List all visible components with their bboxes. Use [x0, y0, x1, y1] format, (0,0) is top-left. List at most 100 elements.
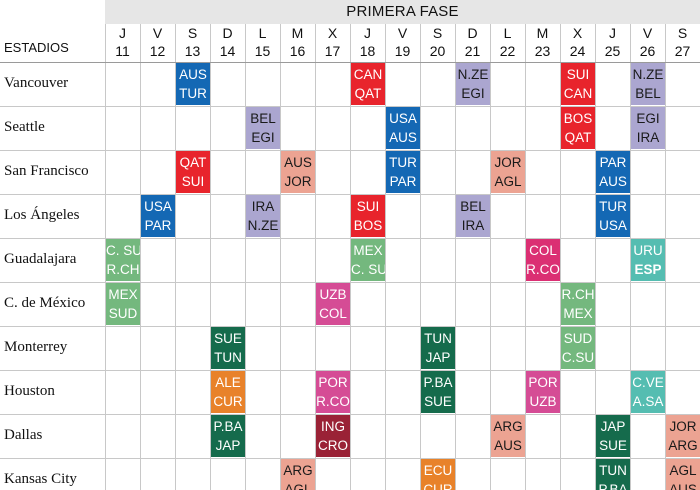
day-header-25: J 25 [595, 24, 630, 62]
team-away: JAP [215, 438, 241, 453]
team-home: C. SU [106, 243, 140, 258]
match-cell: N.ZE EGI [456, 63, 490, 105]
team-away: AUS [494, 438, 522, 453]
row-divider [0, 326, 700, 327]
match-cell: BEL IRA [456, 195, 490, 237]
day-header-17: X 17 [315, 24, 350, 62]
weekday-letter: J [119, 25, 126, 41]
stadium-name: Los Ángeles [4, 207, 80, 223]
team-home: IRA [251, 199, 275, 214]
team-home: P.BA [423, 375, 453, 390]
match-cell: USA AUS [386, 107, 420, 149]
stadium-name: Seattle [4, 119, 45, 135]
day-number: 24 [569, 43, 586, 59]
team-home: SUI [356, 199, 380, 214]
weekday-letter: D [467, 25, 478, 41]
match-cell: AUS JOR [281, 151, 315, 193]
team-away: EGI [251, 130, 275, 145]
match-cell: POR UZB [526, 371, 560, 413]
match-cell: ECU CUR [421, 459, 455, 490]
row-divider [0, 238, 700, 239]
weekday-letter: V [152, 25, 163, 41]
stadium-name: Kansas City [4, 471, 77, 487]
team-home: ECU [423, 463, 453, 478]
team-away: P.BA [598, 482, 628, 490]
team-away: ESP [634, 262, 662, 277]
match-cell: IRA N.ZE [246, 195, 280, 237]
day-header-19: V 19 [385, 24, 420, 62]
day-number: 16 [289, 43, 306, 59]
stadium-name: Guadalajara [4, 251, 77, 267]
team-home: TUR [389, 155, 417, 170]
team-home: N.ZE [632, 67, 664, 82]
team-home: ALE [215, 375, 241, 390]
weekday-letter: D [222, 25, 233, 41]
stadium-name: Vancouver [4, 75, 69, 91]
team-away: CRO [318, 438, 348, 453]
match-cell: C. SU R.CH [106, 239, 140, 281]
match-cell: POR R.CO [316, 371, 350, 413]
day-header-15: L 15 [245, 24, 280, 62]
team-away: CUR [213, 394, 243, 409]
match-cell: AUS TUR [176, 63, 210, 105]
match-cell: UZB COL [316, 283, 350, 325]
row-divider [0, 370, 700, 371]
team-home: MEX [353, 243, 383, 258]
team-home: EGI [636, 111, 660, 126]
team-away: AUS [599, 174, 627, 189]
team-home: USA [389, 111, 417, 126]
team-home: BEL [250, 111, 276, 126]
team-home: BOS [563, 111, 593, 126]
match-cell: SUE TUN [211, 327, 245, 369]
column-divider [350, 24, 351, 490]
day-header-20: S 20 [420, 24, 455, 62]
team-home: TUN [599, 463, 627, 478]
team-away: SUD [108, 306, 138, 321]
team-away: EGI [461, 86, 485, 101]
match-cell: N.ZE BEL [631, 63, 665, 105]
match-cell: ALE CUR [211, 371, 245, 413]
team-home: AUS [179, 67, 207, 82]
team-away: CAN [563, 86, 593, 101]
team-home: USA [144, 199, 172, 214]
day-number: 27 [674, 43, 691, 59]
team-home: SUI [566, 67, 590, 82]
team-home: POR [318, 375, 348, 390]
team-away: CUR [423, 482, 453, 490]
team-away: IRA [461, 218, 485, 233]
team-home: N.ZE [457, 67, 489, 82]
day-number: 18 [359, 43, 376, 59]
day-number: 22 [499, 43, 516, 59]
day-number: 21 [464, 43, 481, 59]
team-home: JAP [600, 419, 626, 434]
header-divider [0, 62, 700, 63]
match-cell: CAN QAT [351, 63, 385, 105]
team-home: P.BA [213, 419, 243, 434]
team-away: AGL [494, 174, 522, 189]
weekday-letter: M [291, 25, 304, 41]
team-away: JAP [425, 350, 451, 365]
team-home: PAR [599, 155, 627, 170]
column-divider [245, 24, 246, 490]
day-header-14: D 14 [210, 24, 245, 62]
match-cell: SUI BOS [351, 195, 385, 237]
day-number: 11 [115, 43, 130, 59]
stadium-name: Houston [4, 383, 55, 399]
phase-header: PRIMERA FASE [105, 0, 700, 24]
match-cell: MEX C. SU [351, 239, 385, 281]
match-cell: QAT SUI [176, 151, 210, 193]
team-home: QAT [179, 155, 207, 170]
day-number: 17 [324, 43, 341, 59]
team-home: JOR [669, 419, 697, 434]
row-divider [0, 458, 700, 459]
match-cell: TUR USA [596, 195, 630, 237]
match-cell: TUR PAR [386, 151, 420, 193]
match-cell: PAR AUS [596, 151, 630, 193]
team-away: PAR [389, 174, 417, 189]
row-divider [0, 282, 700, 283]
match-cell: C.VE A.SA [631, 371, 665, 413]
weekday-letter: X [327, 25, 338, 41]
team-away: A.SA [632, 394, 664, 409]
weekday-letter: S [187, 25, 198, 41]
match-cell: JOR AGL [491, 151, 525, 193]
